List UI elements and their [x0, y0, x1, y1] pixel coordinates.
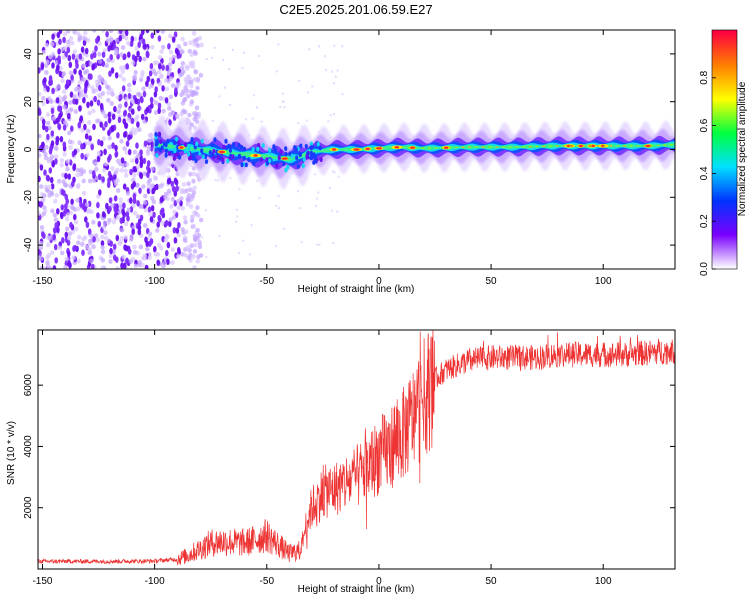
colorbar-tick-label: 0.8	[699, 70, 710, 84]
colorbar-ticks: 0.0 0.2 0.4 0.6 0.8	[699, 70, 716, 276]
snr-x-label: Height of straight line (km)	[298, 584, 415, 595]
colorbar-gradient	[712, 30, 737, 270]
spectrogram-y-tick-label: 20	[23, 96, 34, 108]
spectrogram-y-tick-label: 40	[23, 48, 34, 60]
colorbar-tick-label: 0.2	[699, 214, 710, 228]
snr-y-tick-label: 2000	[23, 496, 34, 519]
colorbar-frame	[711, 29, 738, 270]
colorbar: 0.0 0.2 0.4 0.6 0.8 Normalized spectral ampl…	[699, 29, 748, 276]
spectrogram-x-tick-label: 50	[486, 276, 498, 287]
snr-x-tick-label: 50	[486, 576, 498, 587]
spectrogram-x-label: Height of straight line (km)	[298, 284, 415, 295]
spectrogram-heatmap	[38, 30, 675, 269]
colorbar-tick-label: 0.4	[699, 166, 710, 180]
snr-ticks: -150 -100 -50 0 50 100 2000 4000 6000	[23, 330, 675, 587]
snr-y-label: SNR (10 * v/v)	[6, 421, 17, 485]
spectrogram-y-tick-label: -20	[23, 190, 34, 205]
snr-frame	[37, 329, 676, 570]
spectrogram-y-tick-label: 0	[23, 146, 34, 152]
spectrogram-x-tick-label: 100	[595, 276, 612, 287]
snr-x-tick-label: -150	[32, 576, 52, 587]
colorbar-tick-label: 0.0	[699, 262, 710, 276]
snr-x-tick-label: -50	[260, 576, 275, 587]
snr-y-tick-label: 6000	[23, 374, 34, 397]
spectrogram-panel: -150 -100 -50 0 50 100 -40 -20 0 20 40 Height of s…	[6, 29, 676, 295]
spectrogram-y-tick-label: -40	[23, 237, 34, 252]
spectrogram-x-tick-label: -150	[32, 276, 52, 287]
chart-title: C2E5.2025.201.06.59.E27	[279, 2, 432, 17]
snr-series-line	[38, 330, 675, 566]
snr-x-tick-label: -100	[145, 576, 165, 587]
spectrogram-ticks: -150 -100 -50 0 50 100 -40 -20 0 20 40	[23, 30, 675, 287]
spectrogram-x-tick-label: 0	[376, 276, 382, 287]
snr-x-tick-label: 100	[595, 576, 612, 587]
snr-y-tick-label: 4000	[23, 435, 34, 458]
snr-panel: -150 -100 -50 0 50 100 2000 4000 6000 Height of …	[6, 329, 676, 595]
spectrogram-y-label: Frequency (Hz)	[6, 115, 17, 184]
colorbar-label: Normalized spectral amplitude	[737, 81, 748, 216]
colorbar-tick-label: 0.6	[699, 118, 710, 132]
snr-x-tick-label: 0	[376, 576, 382, 587]
spectrogram-x-tick-label: -50	[260, 276, 275, 287]
spectrogram-x-tick-label: -100	[145, 276, 165, 287]
